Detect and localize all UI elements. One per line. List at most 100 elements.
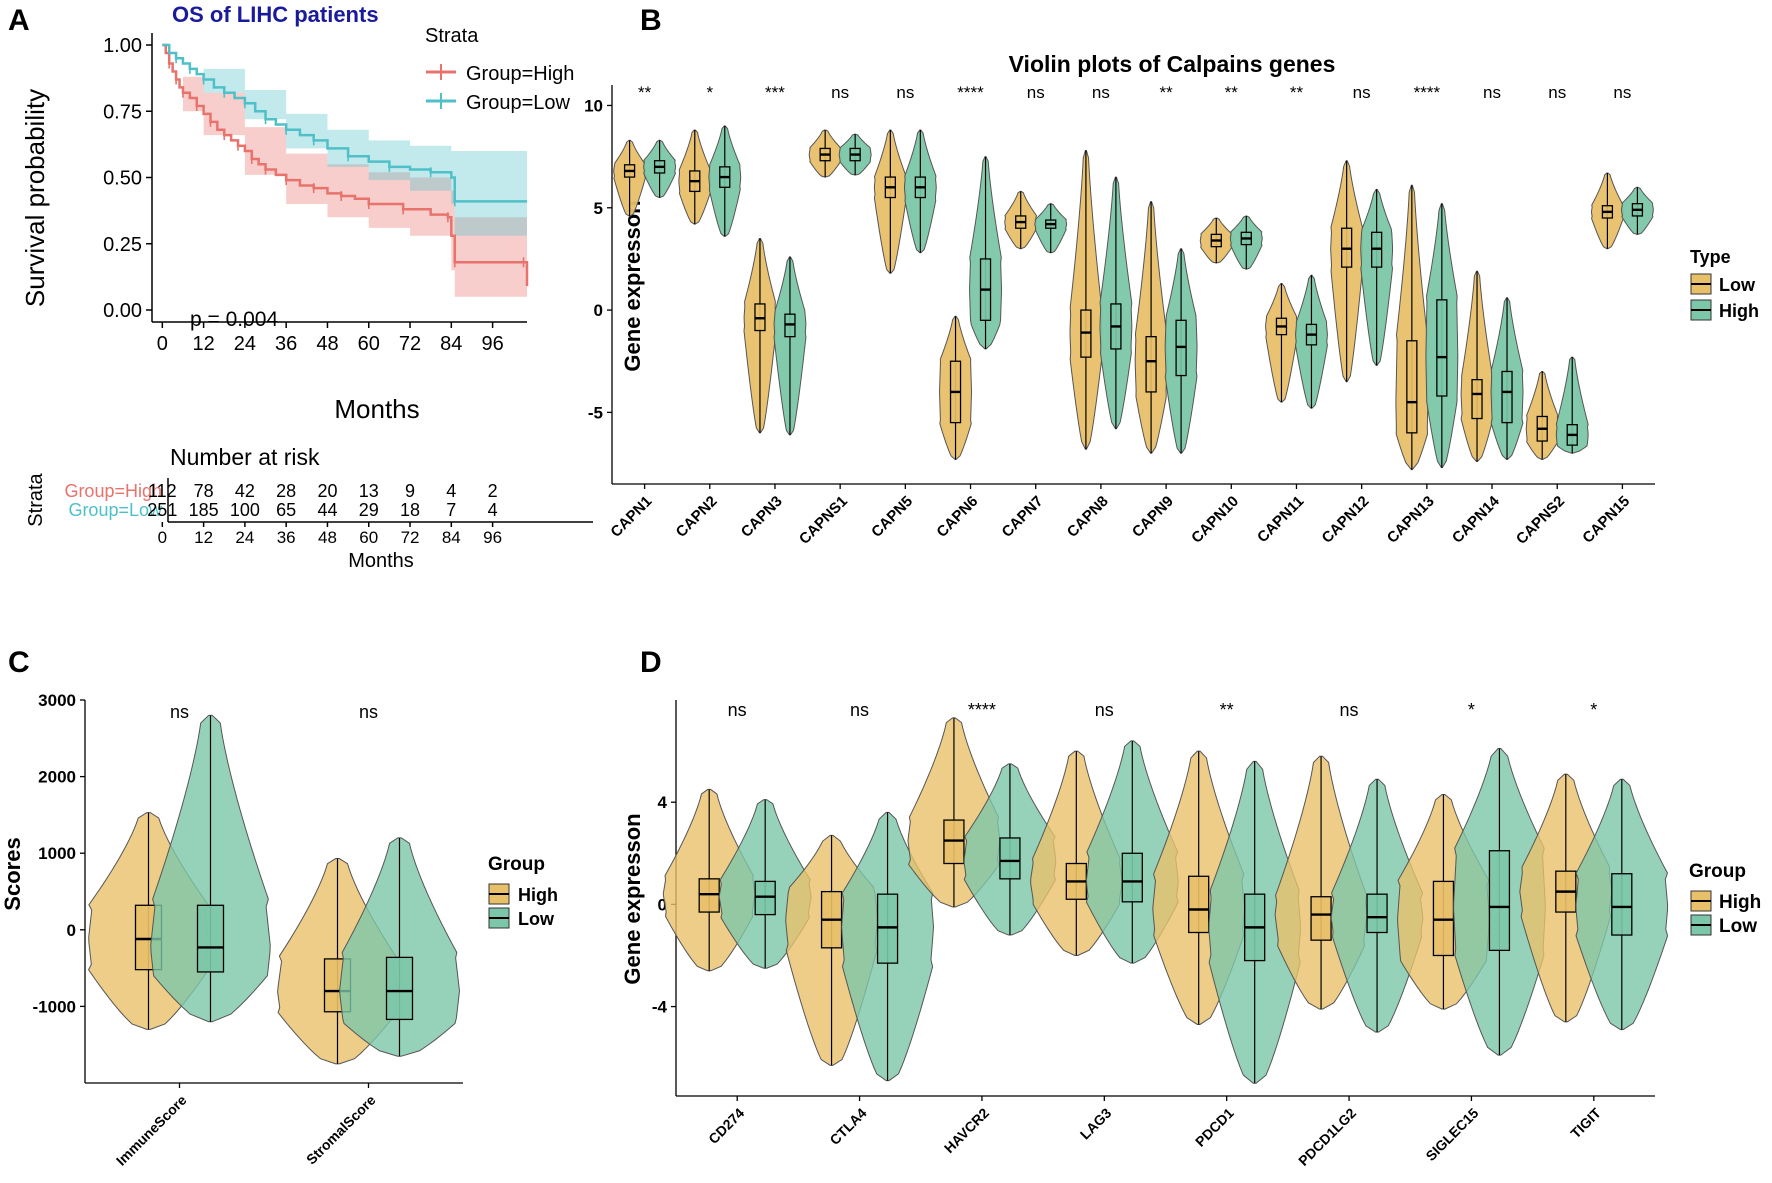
- panel-d-box: [1121, 852, 1143, 903]
- panel-b-significance: ns: [1092, 83, 1110, 102]
- panel-b-x-tick-label: CAPN9: [1129, 493, 1177, 541]
- panel-b-x-tick-label: CAPN6: [933, 493, 981, 541]
- km-x-tick-label: 0: [157, 333, 168, 355]
- panel-d-box: [698, 878, 720, 913]
- risk-x-tick-label: 96: [483, 528, 502, 547]
- panel-d-y-tick-label: 0: [658, 895, 667, 914]
- risk-table-x-axis-label: Months: [348, 550, 414, 572]
- risk-cell: 112: [148, 481, 177, 501]
- risk-cell: 251: [147, 500, 177, 520]
- panel-b-title: Violin plots of Calpains genes: [1009, 51, 1336, 77]
- risk-cell: 4: [446, 481, 456, 501]
- km-pvalue: p = 0.004: [190, 308, 278, 331]
- risk-table-title: Number at risk: [170, 444, 320, 470]
- panel-b-x-tick-label: CAPN2: [673, 493, 721, 541]
- panel-b-x-tick-label: CAPN1: [607, 493, 655, 541]
- panel-b-x-tick-label: CAPNS2: [1513, 493, 1568, 548]
- panel-d-x-tick-label: PDCD1LG2: [1295, 1105, 1359, 1169]
- risk-cell: 2: [488, 481, 498, 501]
- risk-cell: 28: [276, 481, 296, 501]
- panel-b-x-tick-label: CAPN12: [1319, 493, 1373, 547]
- panel-b-box: [1501, 370, 1513, 424]
- km-y-tick-label: 0.75: [103, 101, 142, 123]
- panel-d-box: [1366, 893, 1388, 934]
- panel-b-significance: ns: [831, 83, 849, 102]
- panel-b-significance: ****: [957, 83, 984, 102]
- risk-x-tick-label: 0: [158, 528, 167, 547]
- panel-b-legend-label-low: Low: [1719, 275, 1756, 295]
- panel-b-box: [1436, 299, 1448, 397]
- checkpoint-violin-plot: Gene expresson -404nsCD274nsCTLA4****HAV…: [620, 700, 1761, 1169]
- km-y-tick-label: 0.00: [103, 300, 142, 322]
- panel-b-significance: ns: [1613, 83, 1631, 102]
- km-x-tick-label: 60: [358, 333, 380, 355]
- risk-x-tick-label: 36: [277, 528, 296, 547]
- panel-d-box: [1432, 880, 1455, 957]
- calpain-violin-plot: Violin plots of Calpains genes Gene expr…: [584, 51, 1759, 548]
- panel-d-x-tick-label: CD274: [705, 1105, 747, 1147]
- risk-cell: 44: [317, 500, 337, 520]
- panel-b-x-tick-label: CAPN10: [1188, 493, 1242, 547]
- panel-c-y-axis-label: Scores: [0, 837, 25, 910]
- risk-x-tick-label: 84: [442, 528, 461, 547]
- panel-c-significance: ns: [170, 702, 189, 722]
- panel-b-x-tick-label: CAPN7: [999, 493, 1047, 541]
- km-ci-band-high: [162, 45, 527, 305]
- panel-d-box: [876, 893, 899, 964]
- km-x-tick-label: 48: [316, 333, 338, 355]
- panel-c-legend-label-high: High: [518, 885, 558, 905]
- km-y-tick-label: 1.00: [103, 35, 142, 57]
- panel-d-significance: *: [1468, 700, 1475, 720]
- km-x-tick-label: 84: [440, 333, 462, 355]
- panel-d-x-tick-label: LAG3: [1077, 1105, 1115, 1143]
- panel-d-box: [943, 819, 965, 865]
- panel-b-y-tick-label: -5: [588, 403, 603, 422]
- panel-letter-c: C: [8, 646, 30, 679]
- panel-d-y-axis-label: Gene expresson: [620, 813, 645, 984]
- panel-c-y-tick-label: 0: [67, 921, 76, 940]
- km-legend-high-label: Group=High: [466, 63, 574, 85]
- risk-cell: 7: [446, 500, 456, 520]
- risk-x-tick-label: 60: [359, 528, 378, 547]
- panel-b-significance: ns: [896, 83, 914, 102]
- km-title: OS of LIHC patients: [172, 2, 379, 27]
- panel-d-x-tick-label: HAVCR2: [941, 1105, 992, 1156]
- panel-d-significance: ****: [968, 700, 996, 720]
- panel-b-significance: **: [1159, 83, 1173, 102]
- panel-c-legend-title: Group: [488, 854, 545, 875]
- panel-b-significance: **: [638, 83, 652, 102]
- panel-b-box: [1145, 336, 1157, 393]
- panel-d-x-tick-label: CTLA4: [826, 1105, 869, 1148]
- risk-row-label-high: Group=High: [64, 481, 162, 501]
- panel-d-box: [1188, 875, 1210, 934]
- km-ci-band-low: [162, 45, 527, 236]
- km-x-tick-label: 12: [192, 333, 214, 355]
- panel-d-box: [1488, 850, 1511, 952]
- risk-cell: 18: [400, 500, 420, 520]
- km-y-tick-label: 0.25: [103, 234, 142, 256]
- km-curve-low: [162, 43, 527, 203]
- km-x-axis-label: Months: [334, 394, 419, 424]
- risk-cell: 42: [235, 481, 255, 501]
- panel-c-y-tick-label: 2000: [38, 768, 76, 787]
- panel-d-x-tick-label: PDCD1: [1192, 1105, 1237, 1150]
- panel-letter-b: B: [640, 4, 662, 37]
- panel-letter-a: A: [8, 4, 30, 37]
- panel-b-x-tick-label: CAPN3: [738, 493, 786, 541]
- risk-cell: 20: [317, 481, 337, 501]
- panel-b-y-tick-label: 5: [594, 199, 603, 218]
- km-x-tick-label: 72: [399, 333, 421, 355]
- panel-c-significance: ns: [359, 702, 378, 722]
- panel-b-significance: ns: [1548, 83, 1566, 102]
- risk-cell: 9: [405, 481, 415, 501]
- panel-d-legend-label-high: High: [1719, 892, 1761, 913]
- risk-cell: 4: [488, 500, 498, 520]
- risk-x-tick-label: 24: [235, 528, 254, 547]
- risk-cell: 185: [189, 500, 219, 520]
- panel-b-legend-label-high: High: [1719, 301, 1759, 321]
- panel-b-x-tick-label: CAPN15: [1579, 493, 1633, 547]
- km-plot: OS of LIHC patients Survival probability…: [20, 2, 574, 424]
- panel-d-legend-title: Group: [1689, 861, 1746, 882]
- risk-cell: 13: [359, 481, 379, 501]
- panel-c-box: [196, 904, 225, 973]
